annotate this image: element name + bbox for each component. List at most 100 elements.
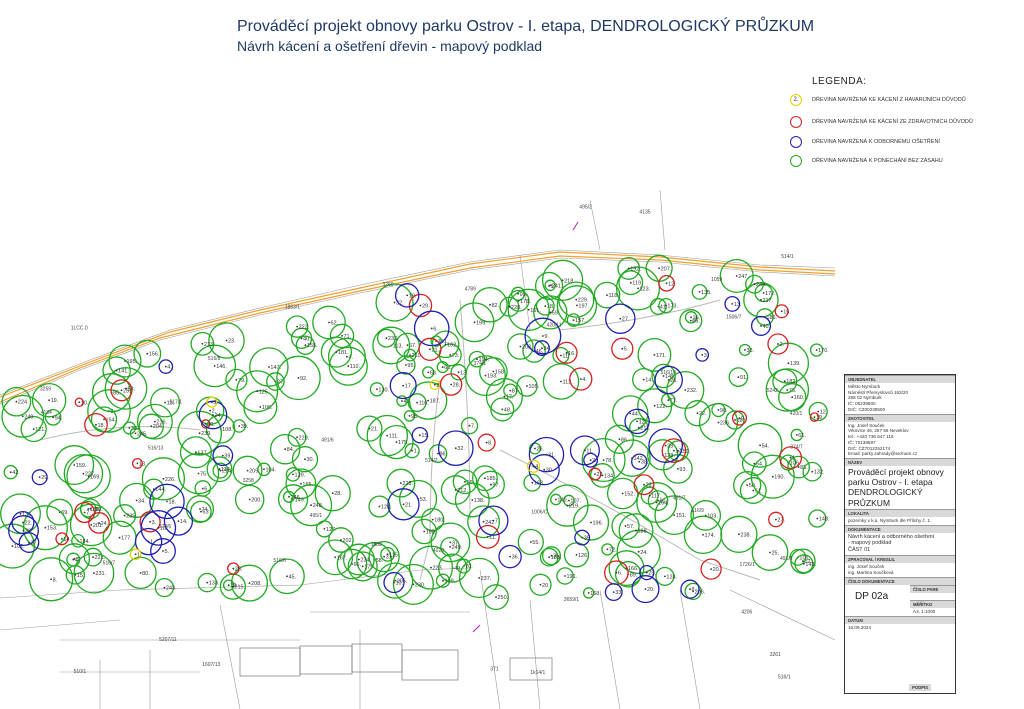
- blue-tree-canopy: [149, 483, 185, 520]
- green-tree-trunk: [89, 507, 92, 510]
- green-tree-trunk: [519, 345, 522, 348]
- green-tree: 78.: [581, 437, 626, 483]
- green-tree: 130.: [369, 382, 390, 397]
- tree-layer: 1.2.3.4.5.6.7.8.9.10.11.12.13.14.15.16.1…: [0, 254, 830, 611]
- green-tree-number: 157.: [575, 318, 586, 324]
- green-tree-trunk: [400, 482, 402, 484]
- blue-tree-canopy: [654, 365, 683, 395]
- green-tree: 47.: [66, 552, 83, 567]
- green-tree: 97.: [476, 470, 505, 499]
- green-tree-number: 213.: [204, 342, 215, 348]
- yellow-tree-canopy: [129, 548, 142, 561]
- green-tree: 107.: [563, 494, 582, 507]
- red-tree-number: 30.: [207, 422, 215, 428]
- blue-tree-canopy: [212, 445, 234, 467]
- green-tree-canopy: [399, 479, 438, 518]
- green-tree-number: 242.: [485, 520, 496, 526]
- green-tree-trunk: [501, 408, 504, 411]
- green-tree: 7.: [460, 417, 479, 435]
- green-tree-canopy: [556, 285, 598, 326]
- red-tree: 29.: [408, 293, 433, 318]
- green-tree-number: 5.: [551, 284, 556, 290]
- blue-tree-canopy: [389, 372, 417, 400]
- green-tree-number: 181.: [338, 350, 349, 356]
- green-tree: 167.: [317, 539, 354, 576]
- green-tree: 147.: [249, 347, 289, 387]
- map-subtitle: Návrh kácení a ošetření dřevin - mapový …: [237, 38, 543, 54]
- green-tree-canopy: [698, 402, 739, 443]
- green-tree-number: 78.: [605, 458, 613, 464]
- green-tree: 243.: [154, 577, 177, 598]
- lokalita-text: pozemky v k.ú. Nymburk dle Přílohy č. 1.: [848, 517, 932, 523]
- green-tree-canopy: [452, 469, 478, 495]
- blue-tree-number: 30.: [546, 468, 554, 474]
- green-tree-number: 247.: [738, 274, 749, 280]
- red-tree-trunk: [149, 520, 152, 523]
- green-tree: 104.: [257, 462, 277, 477]
- red-tree: 4.: [569, 367, 593, 391]
- red-tree-trunk: [83, 511, 86, 514]
- meritko-heading: MĚŘÍTKO: [910, 600, 955, 609]
- green-tree-trunk: [444, 343, 447, 346]
- green-tree: 213.: [190, 331, 215, 356]
- green-tree-trunk: [648, 494, 651, 497]
- blue-tree-trunk: [689, 588, 691, 591]
- green-tree-canopy: [528, 442, 542, 455]
- red-tree: 10.: [74, 397, 89, 408]
- green-tree-canopy: [550, 493, 562, 506]
- parcel-label: 1882: [371, 542, 382, 548]
- green-tree-number: 53.: [420, 497, 428, 503]
- red-tree-trunk: [486, 535, 489, 538]
- green-tree-trunk: [618, 438, 621, 441]
- green-tree-trunk: [787, 362, 790, 365]
- green-tree-canopy: [190, 331, 215, 356]
- green-tree-number: 142.: [634, 456, 645, 462]
- blue-tree-number: 25.: [648, 571, 656, 577]
- blue-tree-trunk: [645, 571, 648, 574]
- green-tree: 233.: [376, 328, 399, 348]
- green-tree: 221.: [83, 547, 106, 567]
- red-tree: 16.: [555, 341, 578, 364]
- green-tree-canopy: [150, 387, 181, 418]
- red-tree-number: 29.: [422, 304, 430, 310]
- blue-tree-canopy: [624, 408, 650, 435]
- green-tree-trunk: [816, 517, 819, 520]
- map-title: Prováděcí projekt obnovy parku Ostrov - …: [237, 18, 815, 35]
- blue-tree-number: 26.: [670, 378, 678, 384]
- green-tree-trunk: [263, 468, 265, 471]
- green-tree-trunk: [587, 592, 590, 594]
- blue-tree-canopy: [134, 527, 163, 556]
- green-tree: 205.: [377, 562, 414, 599]
- green-tree-trunk: [744, 349, 746, 351]
- green-tree-number: 91.: [740, 375, 748, 381]
- green-tree-number: 92.: [300, 376, 308, 382]
- green-tree-number: 168.: [590, 591, 601, 597]
- green-tree-trunk: [15, 400, 18, 403]
- green-tree: 237.: [458, 557, 500, 599]
- green-tree: 122.: [637, 388, 673, 424]
- green-tree-canopy: [328, 346, 368, 386]
- green-tree-trunk: [406, 344, 409, 347]
- green-tree-number: 68.: [430, 370, 438, 376]
- green-tree-canopy: [499, 296, 520, 317]
- blue-tree-number: 10.: [396, 581, 404, 587]
- green-tree-canopy: [483, 584, 509, 611]
- green-tree-canopy: [73, 552, 115, 594]
- parcel-label: 495/1: [310, 513, 323, 519]
- red-tree-trunk: [780, 310, 783, 313]
- green-tree-trunk: [125, 387, 127, 390]
- red-tree: 26.: [227, 562, 243, 575]
- blue-tree-number: 39.: [224, 454, 232, 460]
- blue-tree-trunk: [731, 303, 734, 305]
- green-tree-number: 240.: [24, 414, 35, 420]
- red-tree-number: 12.: [668, 281, 676, 287]
- green-tree-trunk: [544, 305, 547, 308]
- blue-tree-canopy: [639, 564, 655, 581]
- green-tree-trunk: [286, 575, 288, 578]
- red-tree: 27.: [768, 511, 786, 528]
- green-tree-number: 101.: [799, 555, 810, 561]
- green-tree-canopy: [738, 343, 751, 356]
- green-tree-number: 164.: [658, 501, 669, 507]
- green-tree-canopy: [136, 403, 173, 440]
- green-tree: 19.: [31, 382, 67, 418]
